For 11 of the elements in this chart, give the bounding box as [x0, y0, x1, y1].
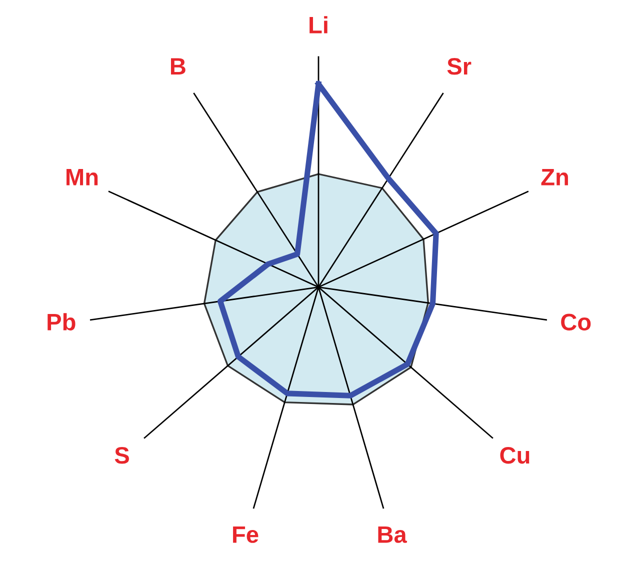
spoke-label: Cu [500, 447, 530, 464]
spoke-label: Li [310, 16, 328, 34]
spoke-label: Pb [48, 313, 76, 330]
spoke-label: S [114, 447, 129, 464]
spoke-label: Ba [378, 526, 407, 543]
spoke-label: B [170, 58, 186, 75]
spoke-label: Sr [447, 58, 472, 75]
spoke-label: Fe [233, 526, 258, 543]
spoke-label: Co [561, 314, 591, 330]
spoke-label: Mn [66, 168, 98, 186]
spoke-label: Zn [541, 168, 568, 186]
